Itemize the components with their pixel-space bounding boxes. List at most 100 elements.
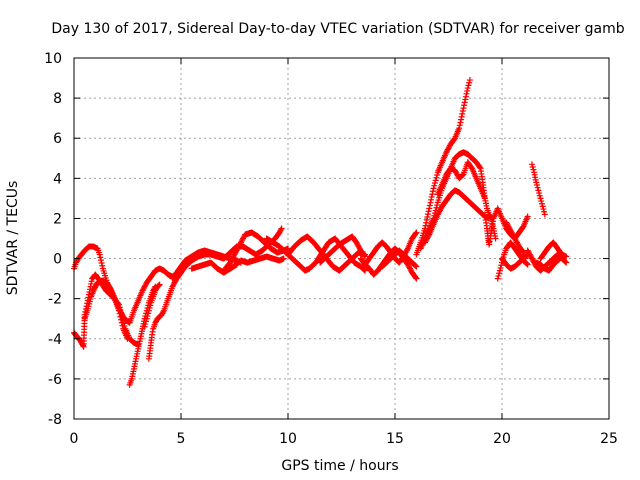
series-M <box>285 233 369 274</box>
data-point <box>146 305 153 312</box>
data-point <box>534 184 541 191</box>
x-tick-label: 15 <box>386 431 404 447</box>
data-point <box>425 208 432 215</box>
data-point <box>429 188 436 195</box>
data-point <box>476 164 483 171</box>
data-point <box>145 307 152 314</box>
data-point <box>457 119 464 126</box>
data-point <box>96 251 103 258</box>
data-point <box>116 310 123 317</box>
data-point <box>494 275 501 282</box>
data-point <box>558 254 565 261</box>
data-point <box>423 216 430 223</box>
data-point <box>459 108 466 115</box>
series-N <box>317 233 369 266</box>
data-point <box>496 267 503 274</box>
data-point <box>413 275 420 282</box>
data-point <box>422 222 429 229</box>
data-point <box>465 82 472 89</box>
data-point <box>464 85 471 92</box>
data-point <box>426 205 433 212</box>
data-point <box>428 196 435 203</box>
data-point <box>431 180 438 187</box>
data-point <box>461 102 468 109</box>
data-point <box>362 267 369 274</box>
data-point <box>432 177 439 184</box>
data-point <box>143 315 150 322</box>
x-axis-label: GPS time / hours <box>281 458 398 474</box>
y-tick-label: -6 <box>48 372 62 388</box>
data-point <box>147 302 154 309</box>
y-tick-label: 8 <box>53 91 62 107</box>
data-point <box>280 255 287 262</box>
grid <box>74 58 609 419</box>
data-point <box>462 93 469 100</box>
data-point <box>492 235 499 242</box>
data-point <box>524 261 531 268</box>
y-tick-label: 0 <box>53 252 62 268</box>
data-point <box>98 259 105 266</box>
data-point <box>558 253 565 260</box>
data-point <box>538 198 545 205</box>
data-point <box>99 262 106 269</box>
data-point <box>541 208 548 215</box>
y-tick-label: -8 <box>48 412 62 428</box>
data-point <box>142 321 149 328</box>
series-J <box>220 225 285 262</box>
data-point <box>460 105 467 112</box>
data-point <box>533 182 540 189</box>
data-point <box>541 211 548 218</box>
data-point <box>412 230 419 237</box>
series-E <box>141 281 163 330</box>
data-point <box>144 313 151 320</box>
data-point <box>563 259 570 266</box>
data-point <box>155 282 162 289</box>
data-point <box>430 185 437 192</box>
data-point <box>528 161 535 168</box>
data-point <box>481 195 488 202</box>
data-point <box>143 318 150 325</box>
data-point <box>433 174 440 181</box>
data-point <box>464 87 471 94</box>
series-B <box>71 243 184 326</box>
plot-frame <box>73 57 610 420</box>
series-R <box>413 77 473 258</box>
series-Z <box>528 161 548 218</box>
data-point <box>124 335 131 342</box>
data-point <box>537 195 544 202</box>
data-point <box>496 270 503 277</box>
data-point <box>277 226 284 233</box>
data-point <box>160 309 167 316</box>
data-point <box>115 307 122 314</box>
data-point <box>404 246 411 253</box>
data-point <box>145 310 152 317</box>
data-point <box>425 232 432 239</box>
data-point <box>540 206 547 213</box>
series-C <box>81 277 131 342</box>
data-point <box>456 125 463 132</box>
data-point <box>412 274 419 281</box>
data-point <box>427 199 434 206</box>
data-point <box>141 323 148 330</box>
data-point <box>539 203 546 210</box>
data-point <box>412 262 419 269</box>
data-point <box>413 229 420 236</box>
y-tick-label: 2 <box>53 211 62 227</box>
data-point <box>523 260 530 267</box>
data-point <box>529 163 536 170</box>
data-point <box>362 253 369 260</box>
data-point <box>434 171 441 178</box>
data-point <box>423 219 430 226</box>
data-point <box>434 202 441 209</box>
data-point <box>458 113 465 120</box>
x-tick-label: 5 <box>177 431 186 447</box>
data-point <box>456 122 463 129</box>
data-point <box>413 263 420 270</box>
data-point <box>530 166 537 173</box>
series-X <box>503 219 529 262</box>
data-point <box>428 193 435 200</box>
data-point <box>97 257 104 264</box>
data-point <box>562 258 569 265</box>
series-AC <box>533 253 565 274</box>
